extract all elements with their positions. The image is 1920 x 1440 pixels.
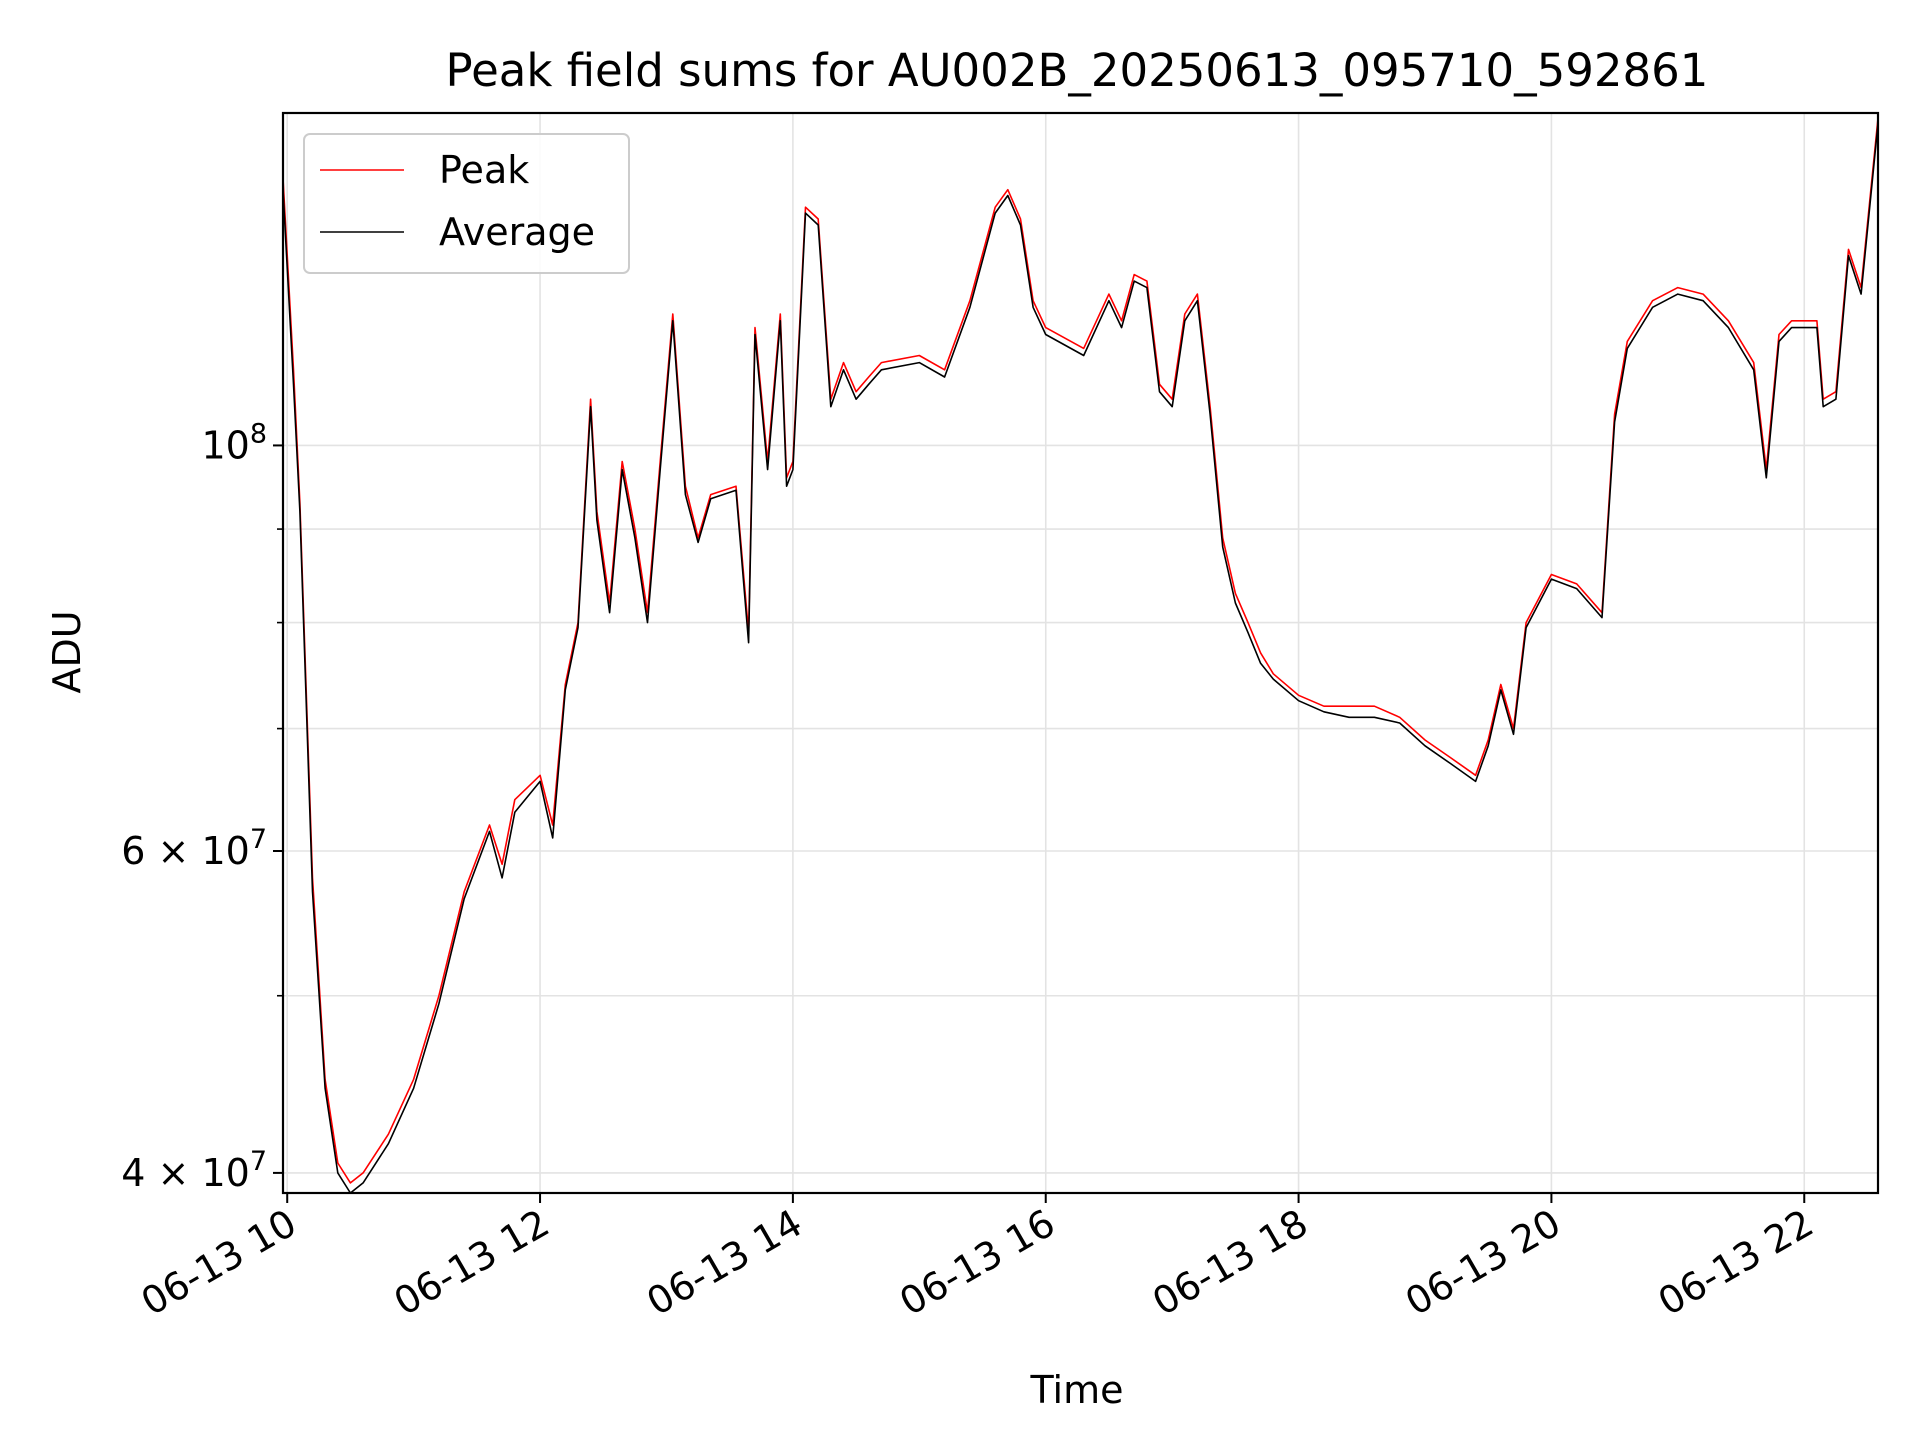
plot-area-frame [281, 111, 1880, 1195]
y-tick-label: 6 × 107 [121, 824, 267, 873]
series-layer [282, 118, 1879, 1194]
legend-label-average: Average [439, 210, 595, 254]
y-axis: 4 × 107 6 × 107 108 [121, 418, 283, 1195]
series-line-average [282, 123, 1879, 1194]
series-line-peak [282, 118, 1879, 1184]
y-tick-label: 108 [201, 418, 267, 467]
y-tick-label: 4 × 107 [121, 1146, 267, 1195]
chart-title: Peak field sums for AU002B_20250613_0957… [446, 44, 1709, 97]
legend: Peak Average [303, 133, 630, 274]
y-axis-label: ADU [45, 610, 89, 693]
legend-label-peak: Peak [439, 148, 529, 192]
legend-box [303, 133, 630, 274]
x-axis-label: Time [1030, 1368, 1124, 1412]
